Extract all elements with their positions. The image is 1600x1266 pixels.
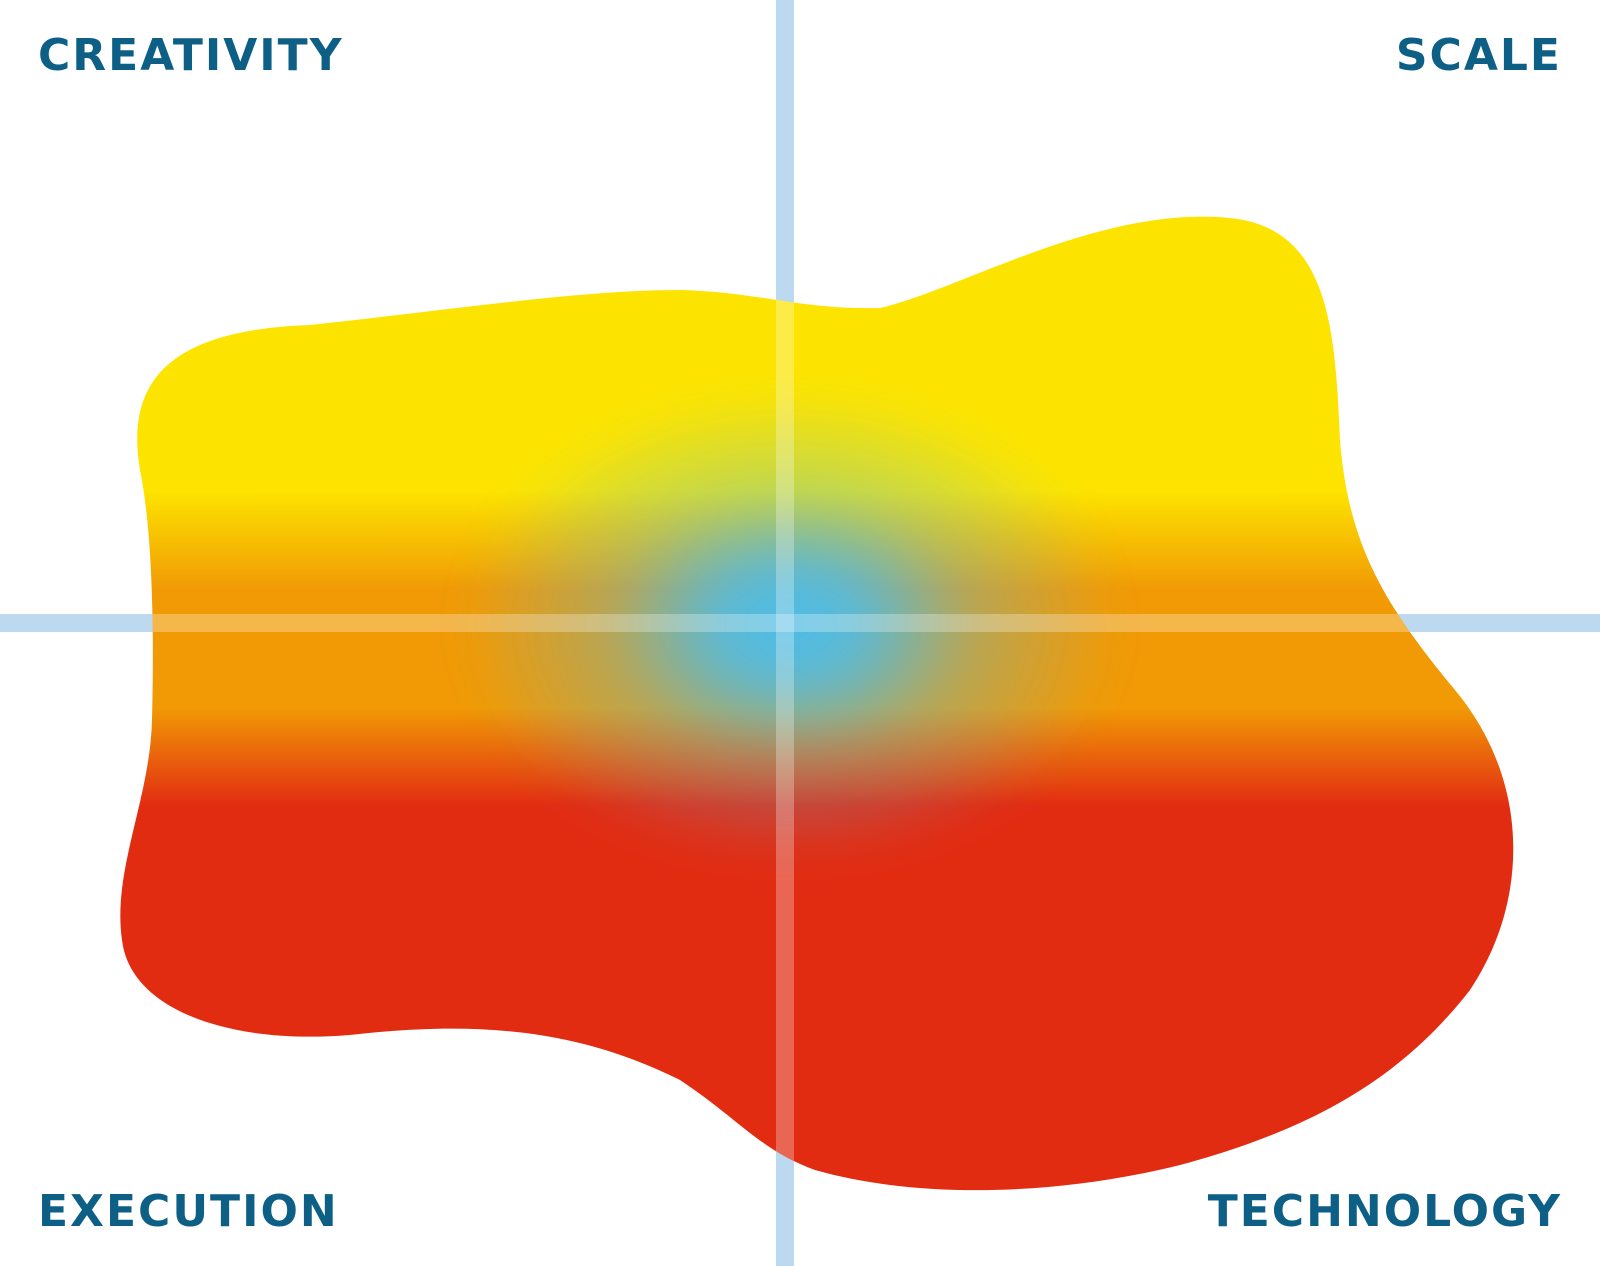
label-scale: SCALE bbox=[1395, 30, 1562, 81]
label-technology: TECHNOLOGY bbox=[1207, 1186, 1562, 1237]
label-execution: EXECUTION bbox=[38, 1186, 339, 1237]
label-creativity: CREATIVITY bbox=[38, 30, 344, 81]
